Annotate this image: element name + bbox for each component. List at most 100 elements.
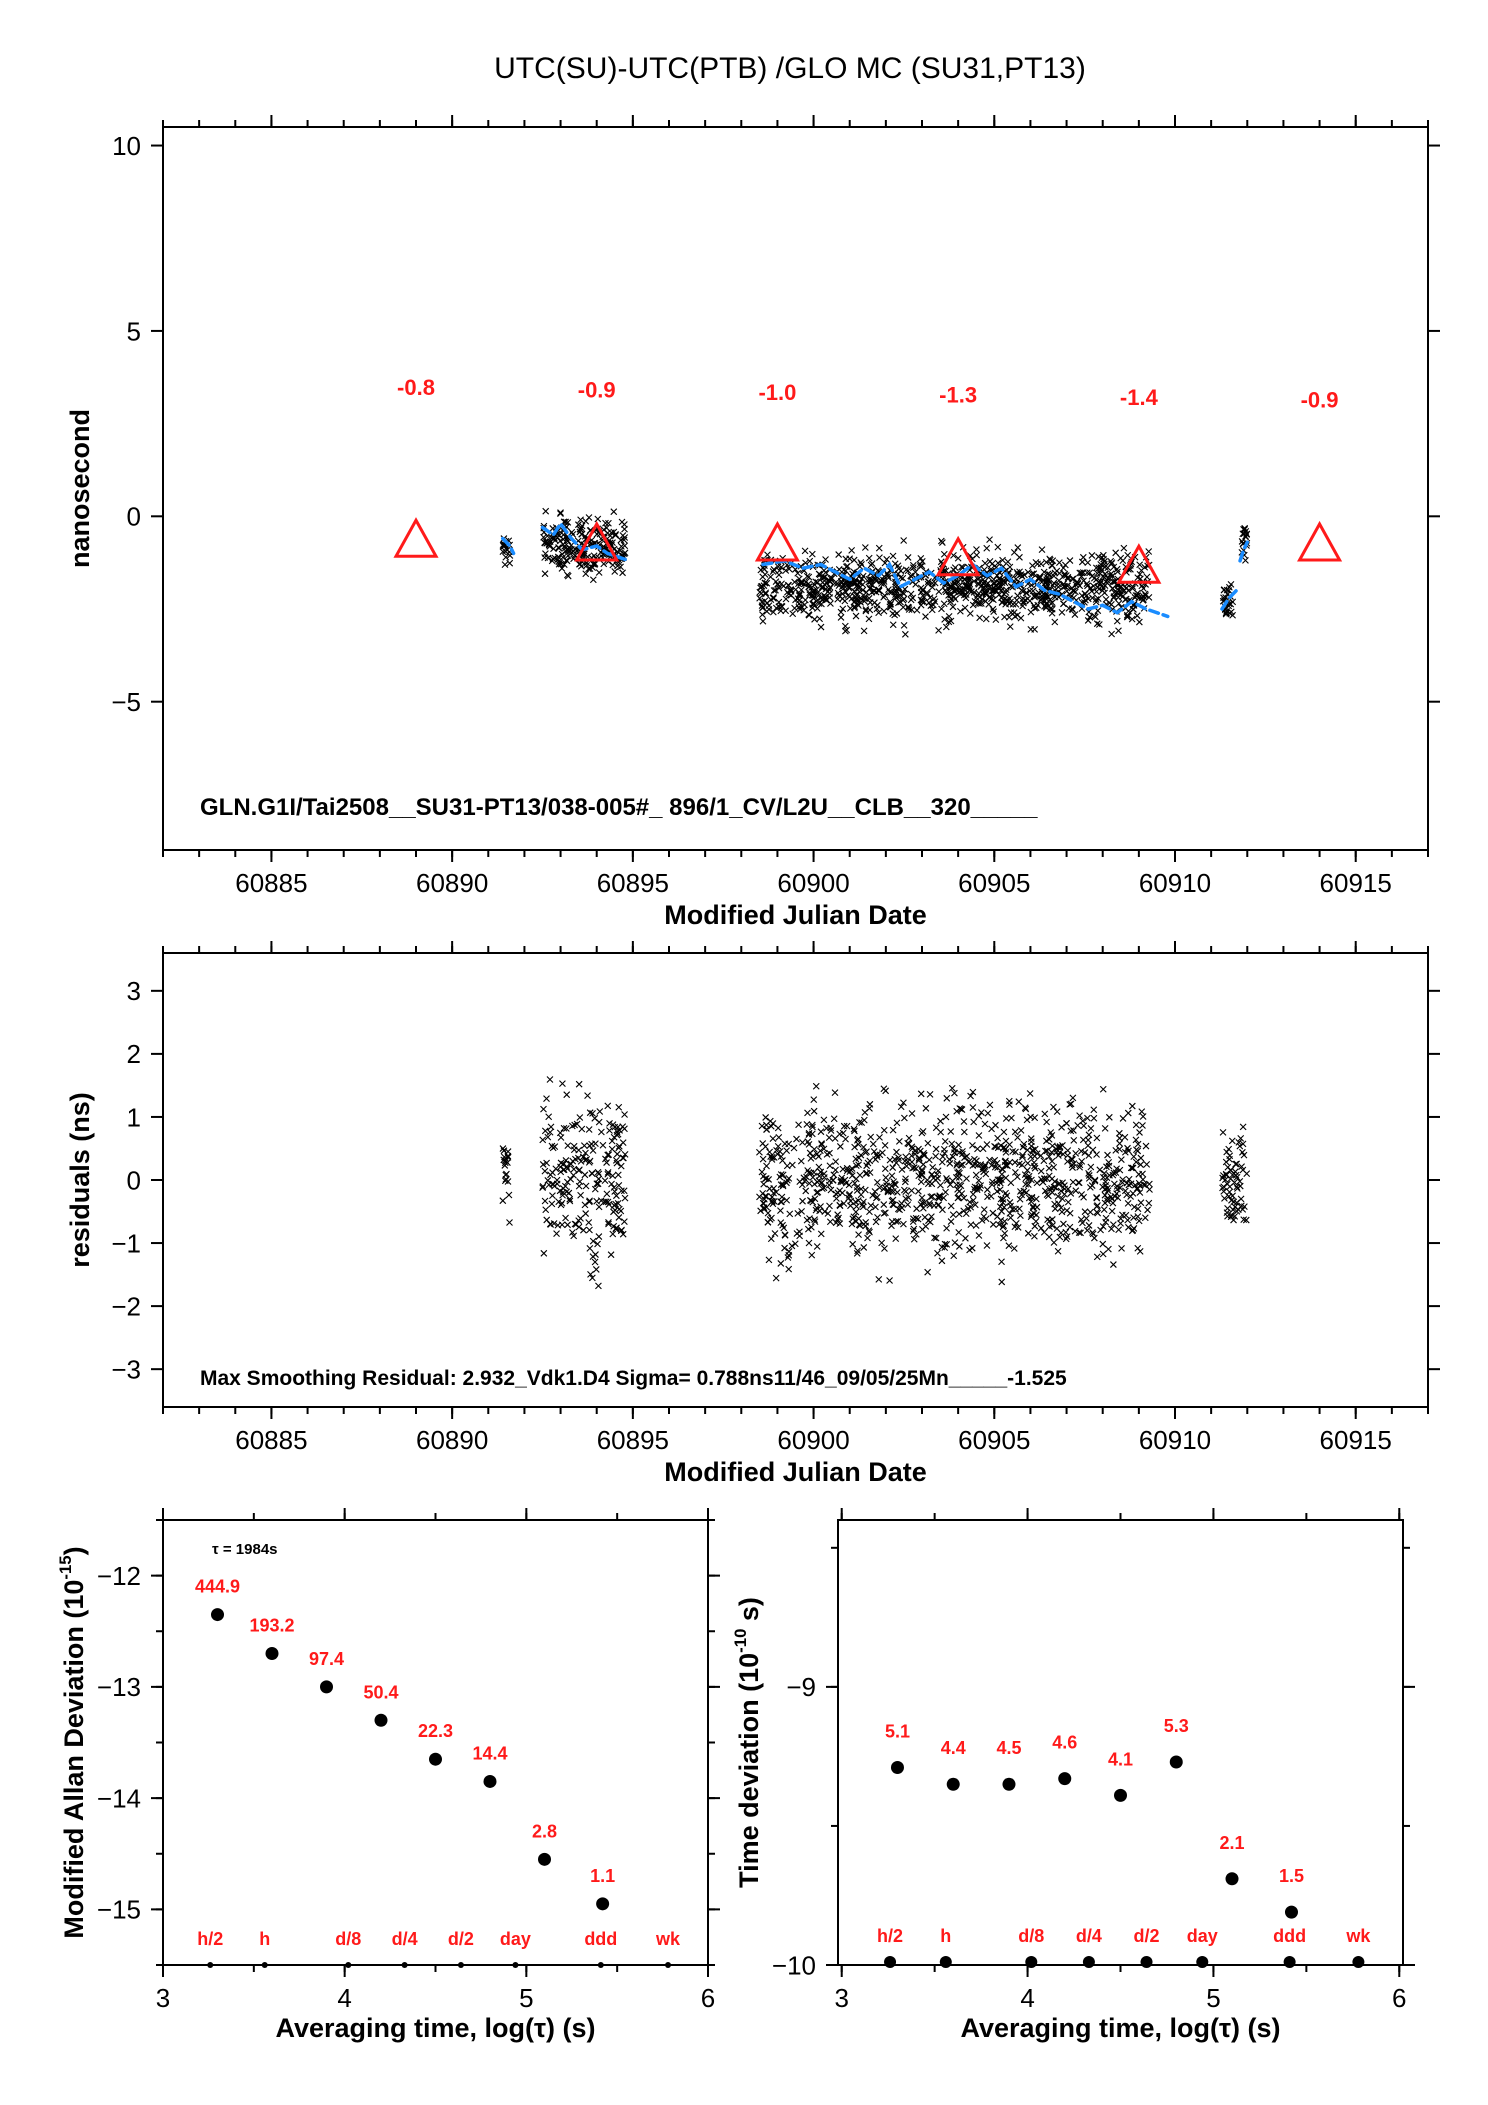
data-point-cross [562, 1125, 570, 1132]
data-point-cross [1032, 1195, 1040, 1203]
data-point-cross [969, 601, 977, 609]
y-tick-label: −1 [111, 1228, 141, 1258]
data-point-cross [595, 1170, 603, 1178]
data-point-cross [1137, 1199, 1145, 1207]
data-point-cross [768, 1156, 776, 1163]
data-point-cross [1125, 1223, 1132, 1231]
data-point-cross [971, 1201, 979, 1209]
data-point-cross [782, 595, 790, 603]
data-point-cross [984, 1109, 992, 1117]
data-point-cross [575, 1167, 583, 1175]
data-point-cross [504, 1152, 512, 1160]
data-point-cross [619, 1230, 627, 1238]
data-point-cross [541, 570, 549, 578]
data-point-cross [988, 1181, 996, 1189]
data-point-cross [905, 1134, 913, 1142]
data-point-cross [608, 1145, 616, 1153]
data-point-cross [838, 1174, 846, 1182]
data-point-cross [971, 1183, 979, 1191]
data-point-cross [954, 578, 962, 586]
data-point-cross [1046, 556, 1054, 564]
data-point-cross [967, 1221, 975, 1229]
data-point-cross [810, 1107, 818, 1115]
data-point-cross [886, 1277, 893, 1284]
data-point-cross [867, 561, 875, 569]
data-point-cross [928, 1193, 936, 1200]
data-point-cross [1132, 1121, 1140, 1129]
data-point-cross [969, 1088, 977, 1096]
mean-value-label: -1.0 [758, 380, 796, 405]
data-point-cross [1116, 1184, 1124, 1192]
data-point-cross [585, 1219, 593, 1226]
data-point-cross [1095, 621, 1103, 628]
data-point-cross [987, 1192, 995, 1200]
data-point-cross [1031, 1222, 1039, 1230]
data-point-cross [943, 1241, 951, 1248]
data-point-cross [1134, 574, 1142, 581]
data-point-cross [594, 1168, 602, 1176]
data-point-cross [1014, 1134, 1021, 1141]
y-tick-label: 1 [127, 1102, 141, 1132]
data-point-cross [1070, 575, 1077, 583]
data-point-cross [786, 1210, 794, 1218]
data-point-cross [856, 578, 864, 586]
data-point-cross [502, 1157, 510, 1164]
data-point-cross [917, 554, 925, 562]
data-point-cross [1101, 1125, 1109, 1132]
data-point-cross [817, 1168, 824, 1176]
data-point-cross [604, 1102, 612, 1110]
data-point-cross [972, 594, 980, 602]
data-point-cross [1043, 576, 1050, 584]
data-point-cross [989, 1221, 997, 1228]
tau-annotation: τ = 1984s [212, 1541, 278, 1558]
data-point-cross [914, 1187, 922, 1195]
data-point-cross [969, 1162, 977, 1169]
data-point-cross [1134, 1184, 1141, 1192]
data-point-cross [541, 539, 548, 546]
data-point-cross [997, 1176, 1005, 1184]
y-axis-label-base: Time deviation (10 [734, 1653, 764, 1888]
reference-label: d/8 [1018, 1926, 1044, 1946]
data-point-cross [841, 1176, 849, 1184]
data-point-cross [924, 1139, 932, 1147]
data-point-cross [584, 1092, 591, 1100]
data-point-cross [922, 1222, 930, 1230]
data-point-cross [1132, 1158, 1140, 1166]
x-tick-label: 4 [1020, 1983, 1034, 2013]
data-point-cross [1115, 1129, 1123, 1137]
data-point-cross [1226, 1188, 1233, 1196]
data-point-cross [949, 1211, 957, 1219]
data-point-cross [1041, 1110, 1049, 1118]
reference-mark [1082, 1956, 1095, 1968]
data-point-cross [1222, 609, 1230, 617]
data-point-cross [562, 1214, 569, 1222]
data-point-cross [1024, 568, 1032, 576]
data-point-cross [837, 608, 845, 616]
reference-label: wk [655, 1929, 681, 1949]
data-point-cross [1048, 1148, 1056, 1156]
data-point-cross [1101, 589, 1108, 597]
data-point-cross [1001, 1217, 1009, 1225]
data-point-cross [801, 1177, 809, 1185]
data-point-cross [992, 1143, 1000, 1151]
data-point-cross [595, 1203, 603, 1211]
data-point-cross [1131, 1181, 1139, 1189]
data-point-cross [1071, 611, 1079, 618]
data-point-cross [972, 1171, 980, 1179]
data-point-cross [892, 1181, 899, 1189]
data-point-cross [956, 1169, 963, 1177]
data-point-cross [1134, 1140, 1142, 1148]
data-point-cross [831, 1089, 839, 1097]
data-point-cross [1044, 1216, 1051, 1223]
data-point-cross [566, 1197, 574, 1205]
data-point-cross [571, 1121, 579, 1129]
data-point-cross [853, 1203, 860, 1210]
data-point-cross [827, 1124, 834, 1132]
data-point-cross [615, 1214, 623, 1221]
data-point-cross [900, 1099, 907, 1107]
data-point-cross [779, 1181, 787, 1188]
data-point-cross [1135, 1217, 1143, 1225]
data-point-cross [889, 1126, 897, 1134]
x-tick-label: 60890 [416, 1425, 488, 1455]
data-point-cross [591, 1258, 599, 1266]
